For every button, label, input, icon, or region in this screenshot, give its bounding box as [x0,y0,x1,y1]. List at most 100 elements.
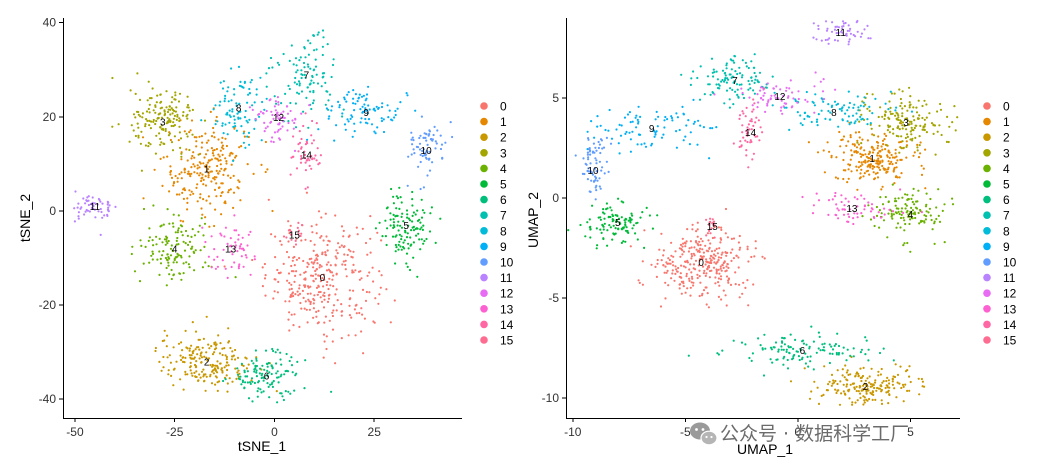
umap-point-cluster-9 [689,131,692,134]
umap-legend-key [983,258,991,266]
tsne-point-cluster-7 [322,36,325,39]
tsne-point-cluster-4 [175,261,178,264]
umap-point-cluster-0 [699,247,702,250]
tsne-point-cluster-0 [315,310,318,313]
tsne-point-cluster-5 [386,206,389,209]
tsne-point-cluster-3 [151,87,154,90]
umap-point-cluster-4 [900,210,903,213]
tsne-point-cluster-0 [325,347,328,351]
tsne-point-cluster-0 [352,289,355,292]
umap-point-cluster-6 [769,358,772,361]
umap-point-cluster-7 [752,89,755,92]
umap-point-cluster-8 [803,111,806,115]
umap-point-cluster-0 [725,265,728,268]
umap-point-cluster-0 [684,266,687,269]
umap-point-cluster-0 [682,282,685,285]
umap-point-cluster-1 [863,149,866,152]
tsne-point-cluster-2 [180,358,183,362]
umap-point-cluster-0 [679,243,683,246]
tsne-point-cluster-9 [359,108,362,111]
tsne-point-cluster-2 [186,373,189,376]
tsne-point-cluster-14 [305,140,308,143]
umap-point-cluster-7 [723,80,726,83]
umap-point-cluster-3 [883,113,887,116]
umap-point-cluster-6 [721,349,724,352]
tsne-point-cluster-6 [269,383,272,386]
tsne-point-cluster-13 [242,249,245,252]
umap-point-cluster-7 [724,77,727,80]
umap-point-cluster-0 [721,251,724,254]
umap-point-cluster-3 [906,133,909,136]
umap-point-cluster-0 [720,228,723,231]
tsne-point-cluster-3 [134,134,137,138]
umap-point-cluster-9 [636,143,639,146]
umap-point-cluster-12 [780,99,783,102]
tsne-point-cluster-1 [215,182,218,185]
tsne-point-cluster-4 [168,222,171,225]
tsne-point-cluster-9 [380,117,383,120]
umap-point-cluster-2 [843,392,847,395]
tsne-y-axis-title: tSNE_2 [17,194,33,242]
tsne-legend-key [480,102,488,110]
tsne-point-cluster-4 [169,254,173,257]
tsne-point-cluster-1 [179,219,182,222]
tsne-point-cluster-6 [281,395,284,398]
tsne-point-cluster-1 [219,159,222,162]
tsne-point-cluster-6 [244,381,247,384]
umap-point-cluster-2 [842,383,845,386]
tsne-point-cluster-0 [369,215,372,218]
umap-point-cluster-3 [915,111,919,114]
tsne-point-cluster-0 [326,280,329,284]
umap-point-cluster-12 [796,101,799,104]
umap-point-cluster-8 [846,120,849,123]
tsne-point-cluster-6 [253,381,256,385]
tsne-point-cluster-2 [197,338,200,341]
umap-point-cluster-6 [834,343,838,346]
tsne-point-cluster-9 [367,104,370,107]
tsne-point-cluster-15 [285,236,288,239]
tsne-point-cluster-2 [237,375,240,378]
umap-point-cluster-7 [712,75,715,78]
tsne-point-cluster-13 [216,255,219,258]
tsne-point-cluster-10 [419,160,422,164]
umap-point-cluster-0 [684,245,687,248]
umap-point-cluster-3 [930,122,934,125]
tsne-point-cluster-11 [101,216,104,219]
umap-point-cluster-7 [724,74,727,77]
umap-point-cluster-9 [692,98,695,101]
tsne-point-cluster-1 [238,146,241,149]
umap-point-cluster-2 [859,392,862,395]
umap-point-cluster-10 [601,147,604,150]
tsne-point-cluster-6 [265,362,269,365]
tsne-point-cluster-3 [164,127,167,131]
tsne-point-cluster-8 [242,132,245,135]
umap-point-cluster-7 [729,87,732,90]
umap-point-cluster-11 [837,31,840,34]
tsne-point-cluster-0 [350,255,353,258]
tsne-point-cluster-3 [179,146,182,149]
tsne-point-cluster-0 [377,302,380,305]
tsne-point-cluster-14 [310,167,313,170]
tsne-point-cluster-12 [281,125,284,128]
tsne-point-cluster-4 [173,257,176,260]
tsne-point-cluster-6 [268,371,271,374]
umap-point-cluster-5 [595,227,598,230]
tsne-point-cluster-0 [315,223,318,226]
tsne-point-cluster-0 [357,270,361,273]
tsne-point-cluster-4 [174,256,177,259]
tsne-point-cluster-12 [272,140,275,144]
tsne-point-cluster-9 [364,99,367,102]
tsne-point-cluster-5 [405,262,408,265]
tsne-point-cluster-11 [99,233,102,236]
tsne-point-cluster-9 [367,85,370,88]
umap-point-cluster-0 [715,247,718,250]
tsne-point-cluster-12 [263,130,266,133]
umap-point-cluster-7 [753,92,757,95]
tsne-point-cluster-2 [194,375,197,378]
umap-point-cluster-4 [895,226,898,229]
tsne-point-cluster-0 [325,235,328,238]
tsne-point-cluster-4 [166,208,169,211]
tsne-point-cluster-0 [348,304,351,307]
tsne-point-cluster-9 [370,123,374,126]
umap-point-cluster-0 [714,282,717,285]
